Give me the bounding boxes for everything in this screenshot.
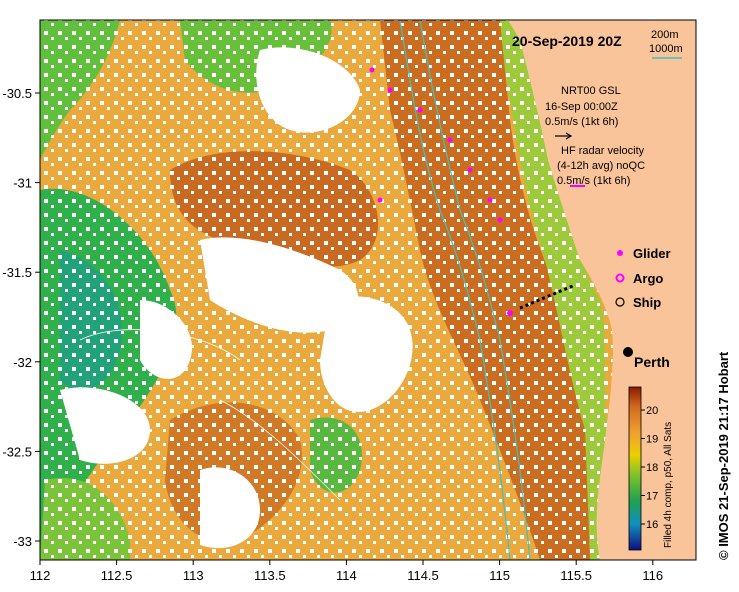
colorbar-tick-label: 20: [646, 405, 658, 417]
colorbar-tick-label: 16: [646, 519, 658, 531]
colorbar-tick-label: 17: [646, 491, 658, 503]
glider-icon: [617, 250, 623, 256]
x-tick-label: 114.5: [407, 568, 439, 583]
colorbar-tick-label: 19: [646, 434, 658, 446]
contour-200m-label: 200m: [651, 29, 679, 41]
glider-markers: [369, 67, 513, 316]
ship-icon: [615, 297, 625, 307]
x-axis: 112 112.5 113 113.5 114 114.5 115 115.5 116: [30, 560, 663, 583]
y-tick-label: -30.5: [2, 86, 32, 101]
argo-icon: [615, 273, 625, 283]
x-tick-label: 114: [336, 568, 357, 583]
x-tick-label: 116: [642, 568, 663, 583]
x-tick-label: 112: [30, 568, 51, 583]
contour-1000m-label: 1000m: [649, 43, 683, 55]
plot-frame: [39, 19, 697, 561]
x-tick-label: 112.5: [101, 568, 133, 583]
x-tick-label: 113.5: [254, 568, 286, 583]
credit-line: © IMOS 21-Sep-2019 21:17 Hobart: [716, 351, 731, 560]
y-tick-label: -32: [13, 355, 32, 370]
hf-radar-subtitle: (4-12h avg) noQC: [557, 160, 645, 172]
place-perth: Perth: [634, 354, 670, 370]
map-title: 20-Sep-2019 20Z: [512, 33, 622, 49]
x-tick-label: 115.5: [560, 568, 592, 583]
legend-argo: Argo: [633, 271, 663, 286]
y-tick-label: -31.5: [2, 265, 32, 280]
colorbar: [628, 386, 642, 551]
x-tick-label: 113: [183, 568, 204, 583]
y-tick-label: -33: [13, 534, 32, 549]
radar-line: [519, 283, 576, 310]
legend-glider: Glider: [633, 246, 671, 261]
hf-radar-scale: 0.5m/s (1kt 6h): [557, 175, 630, 187]
x-tick-label: 115: [489, 568, 510, 583]
y-tick-label: -31: [13, 176, 32, 191]
land: [508, 20, 696, 560]
colorbar-caption: Filled 4h comp, p50, All Sats: [663, 422, 674, 548]
colorbar-ticks: 20 19 18 17 16: [641, 405, 658, 531]
perth-marker: [623, 347, 633, 357]
sst-field: [40, 20, 696, 560]
hf-radar-title: HF radar velocity: [561, 145, 645, 157]
geostrophic-scale: 0.5m/s (1kt 6h): [545, 116, 618, 128]
y-axis: -30.5 -31 -31.5 -32 -32.5 -33: [2, 86, 40, 549]
y-tick-label: -32.5: [2, 444, 32, 459]
colorbar-tick-label: 18: [646, 462, 658, 474]
geostrophic-date: 16-Sep 00:00Z: [545, 101, 618, 113]
geostrophic-title: NRT00 GSL: [561, 85, 621, 97]
legend-ship: Ship: [633, 295, 661, 310]
